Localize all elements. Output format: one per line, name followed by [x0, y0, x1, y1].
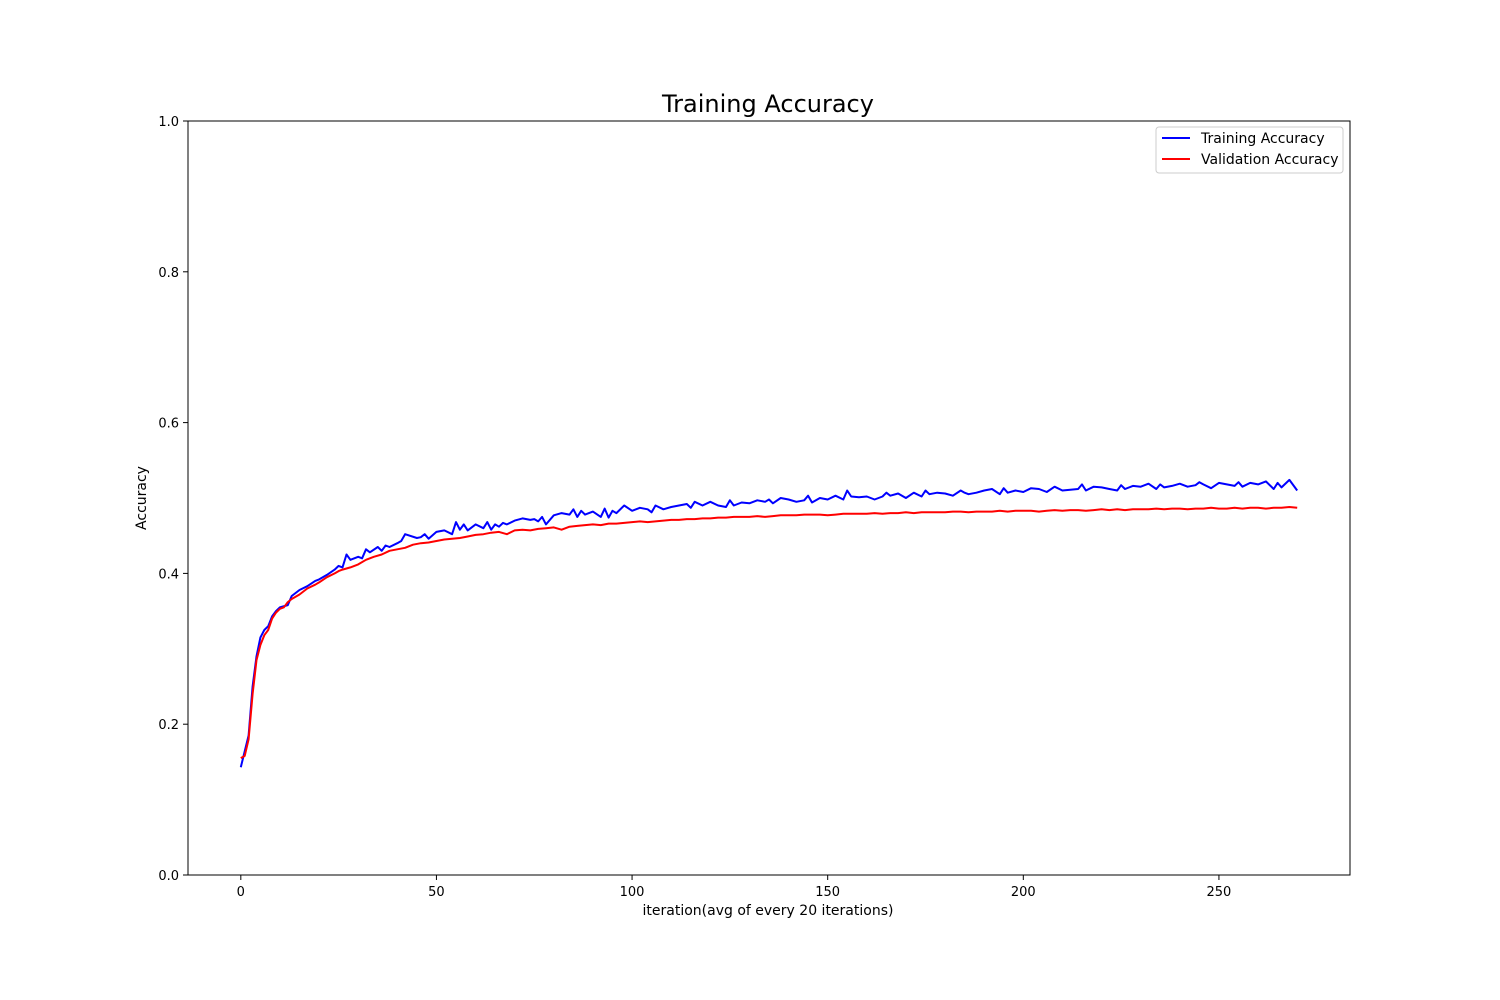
y-axis-label: Accuracy [134, 466, 150, 530]
series-line-validation [240, 506, 1298, 759]
legend: Training Accuracy Validation Accuracy [1155, 126, 1344, 174]
x-tick-label: 0 [237, 885, 245, 900]
y-tick-label: 1.0 [158, 115, 179, 130]
x-tick-label: 150 [815, 885, 840, 900]
legend-box [1155, 126, 1344, 174]
y-tick-label: 0.4 [158, 567, 179, 582]
x-tick-label: 200 [1011, 885, 1036, 900]
y-tick-label: 0.0 [158, 869, 179, 884]
series-line-training [239, 478, 1299, 768]
y-tick-label: 0.8 [158, 266, 179, 281]
x-axis-label: iteration(avg of every 20 iterations) [643, 903, 894, 919]
y-tick-label: 0.6 [158, 417, 179, 432]
series-layer [239, 478, 1299, 768]
chart-title: Training Accuracy [661, 90, 874, 118]
x-tick-label: 100 [620, 885, 645, 900]
x-tick-label: 50 [428, 885, 445, 900]
x-axis: 0 50 100 150 200 250 [237, 875, 1232, 900]
legend-label-validation: Validation Accuracy [1201, 152, 1339, 168]
legend-label-training: Training Accuracy [1200, 131, 1325, 147]
plot-frame [187, 120, 1351, 876]
x-tick-label: 250 [1207, 885, 1232, 900]
y-tick-label: 0.2 [158, 718, 179, 733]
y-axis: 0.0 0.2 0.4 0.6 0.8 1.0 [158, 115, 188, 884]
